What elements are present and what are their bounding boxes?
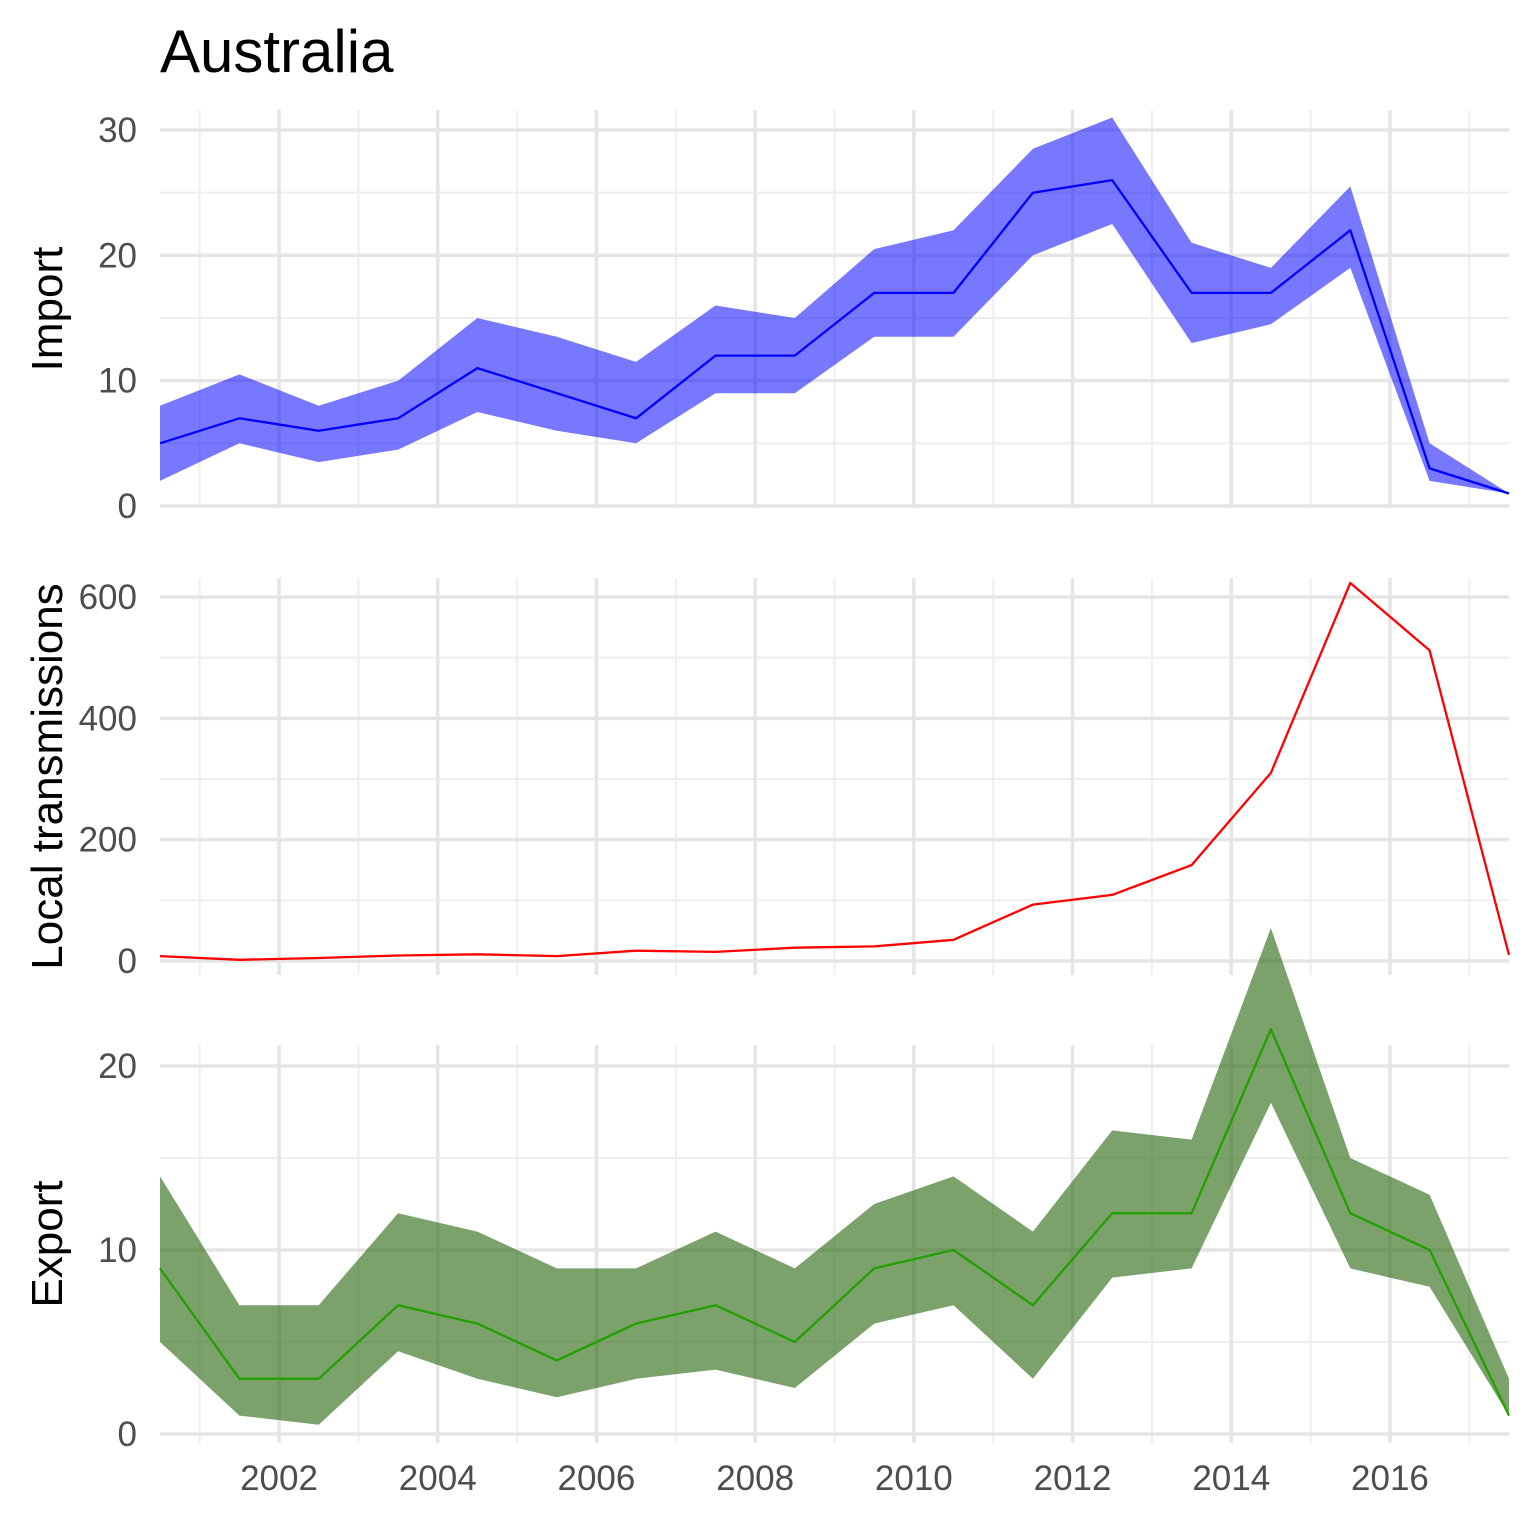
y-tick-label: 10 bbox=[98, 362, 137, 401]
series-line bbox=[159, 581, 1511, 961]
x-tick-label: 2014 bbox=[1192, 1459, 1270, 1498]
y-tick-label: 30 bbox=[98, 111, 137, 150]
x-tick-label: 2012 bbox=[1034, 1459, 1112, 1498]
x-axis: 2002 2004 2006 2008 2010 2012 2014 2016 bbox=[240, 1459, 1429, 1498]
y-tick-label: 600 bbox=[79, 578, 137, 617]
x-tick-label: 2010 bbox=[875, 1459, 953, 1498]
x-tick-label: 2002 bbox=[240, 1459, 318, 1498]
y-axis-title: Export bbox=[23, 1180, 72, 1307]
x-tick-label: 2008 bbox=[716, 1459, 794, 1498]
confidence-ribbon bbox=[160, 117, 1509, 494]
panel-import: 0 10 20 30 Import bbox=[23, 110, 1510, 526]
series-line bbox=[159, 178, 1510, 495]
y-tick-label: 0 bbox=[118, 1415, 137, 1454]
confidence-ribbon bbox=[160, 928, 1509, 1425]
y-axis-title: Local transmissions bbox=[23, 583, 72, 969]
chart-title: Australia bbox=[160, 18, 394, 85]
series-line bbox=[159, 1028, 1511, 1417]
y-axis-title: Import bbox=[23, 247, 72, 372]
y-tick-label: 20 bbox=[98, 236, 137, 275]
x-tick-label: 2004 bbox=[399, 1459, 477, 1498]
x-tick-label: 2006 bbox=[558, 1459, 636, 1498]
y-tick-label: 20 bbox=[98, 1047, 137, 1086]
y-tick-label: 0 bbox=[118, 487, 137, 526]
y-tick-label: 400 bbox=[79, 699, 137, 738]
y-tick-label: 0 bbox=[118, 942, 137, 981]
y-tick-label: 200 bbox=[79, 821, 137, 860]
x-tick-label: 2016 bbox=[1351, 1459, 1429, 1498]
panel-export: 0 10 20 Export bbox=[23, 928, 1511, 1454]
y-tick-label: 10 bbox=[98, 1231, 137, 1270]
